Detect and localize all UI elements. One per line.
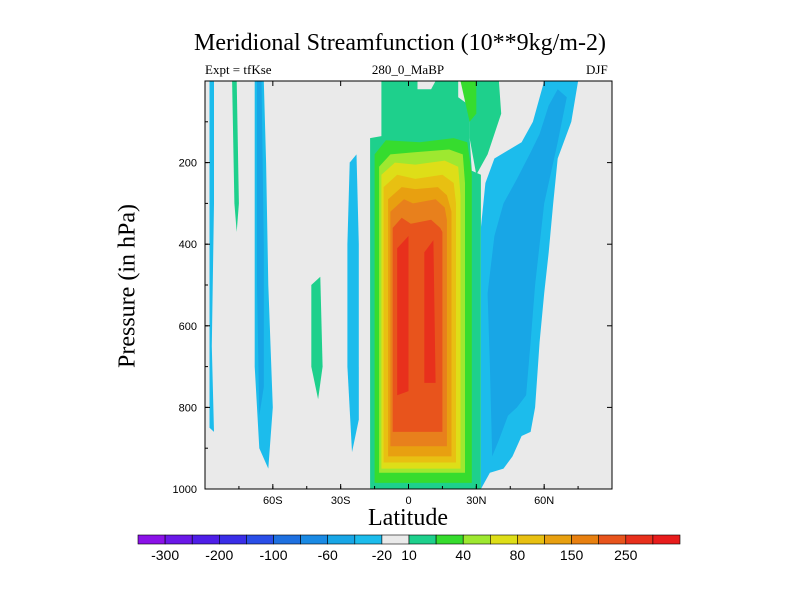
y-tick-label: 400 [179, 239, 197, 251]
x-tick-label: 60S [263, 495, 283, 507]
season-label: DJF [586, 62, 608, 77]
colorbar-swatch [598, 534, 627, 545]
colorbar-label: 150 [560, 547, 584, 563]
colorbar-swatch [246, 534, 274, 545]
y-tick-label: 800 [179, 402, 197, 414]
x-tick-label: 60N [534, 495, 554, 507]
colorbar-swatch [300, 534, 329, 545]
contour-central-cell [424, 240, 436, 383]
colorbar-swatch [462, 534, 491, 545]
colorbar-swatch [571, 534, 599, 545]
colorbar-swatch [354, 534, 383, 545]
x-tick-label: 30N [466, 495, 486, 507]
y-tick-label: 1000 [173, 484, 197, 496]
colorbar-swatch [544, 534, 572, 545]
x-tick-label: 30S [331, 495, 351, 507]
colorbar-label: -20 [372, 547, 392, 563]
colorbar-label: -300 [151, 547, 179, 563]
colorbar-swatch [517, 534, 545, 545]
colorbar-swatch [164, 534, 193, 545]
colorbar-label: -100 [259, 547, 287, 563]
colorbar-label: -200 [205, 547, 233, 563]
colorbar-label: 40 [455, 547, 471, 563]
colorbar-swatch [625, 534, 654, 545]
colorbar-label: 10 [401, 547, 417, 563]
contour-south-neg-band [209, 81, 214, 432]
contour-south-neg-band [347, 154, 359, 453]
contour-north-neg-cell [487, 89, 567, 457]
colorbar-swatch [327, 534, 356, 545]
colorbar-swatch [219, 534, 247, 545]
colorbar-swatch [435, 534, 464, 545]
colorbar-swatch [652, 534, 681, 545]
y-tick-label: 600 [179, 321, 197, 333]
contour-central-cell [397, 236, 409, 396]
contour-south-pos-band [232, 81, 239, 232]
colorbar-swatch [137, 534, 166, 545]
x-axis-label: Latitude [368, 505, 448, 531]
colorbar-swatch [408, 534, 437, 545]
colorbar-swatch [191, 534, 220, 545]
colorbar-label: -60 [318, 547, 338, 563]
colorbar-swatch [273, 534, 301, 545]
x-tick-label: 0 [405, 495, 411, 507]
colorbar-label: 80 [510, 547, 526, 563]
chart-title: Meridional Streamfunction (10**9kg/m-2) [194, 30, 606, 56]
period-label: 280_0_MaBP [371, 62, 445, 77]
y-tick-label: 200 [179, 158, 197, 170]
colorbar-swatch [381, 534, 410, 545]
contour-south-neg-band [257, 81, 264, 416]
contour-south-pos-band [311, 276, 323, 400]
experiment-label: Expt = tfKse [205, 62, 272, 77]
colorbar-label: 250 [614, 547, 638, 563]
contour-north-pos-band [460, 81, 477, 122]
colorbar-swatch [489, 534, 518, 545]
